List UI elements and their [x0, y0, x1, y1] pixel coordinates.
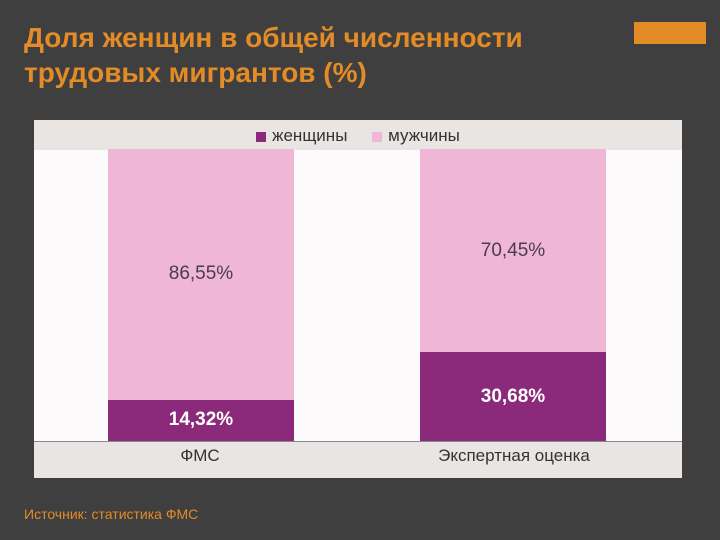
source-label: Источник: статистика ФМС	[24, 506, 198, 522]
x-label-1: Экспертная оценка	[384, 446, 644, 466]
bar-value-men-1: 70,45%	[481, 240, 545, 262]
bar-column-1: 70,45% 30,68%	[420, 149, 606, 441]
legend-label-women: женщины	[272, 126, 347, 145]
chart-legend: женщины мужчины	[34, 120, 682, 150]
legend-item-women: женщины	[256, 126, 347, 146]
bar-segment-men-1: 70,45%	[420, 149, 606, 352]
bar-segment-men-0: 86,55%	[108, 149, 294, 400]
legend-swatch-women	[256, 132, 266, 142]
legend-label-men: мужчины	[388, 126, 460, 145]
chart-x-axis: ФМС Экспертная оценка	[34, 442, 682, 470]
bar-column-0: 86,55% 14,32%	[108, 149, 294, 441]
bar-segment-women-1: 30,68%	[420, 352, 606, 441]
chart-panel: женщины мужчины 86,55% 14,32% 70,45% 30,…	[34, 120, 682, 478]
legend-swatch-men	[372, 132, 382, 142]
slide-title: Доля женщин в общей численности трудовых…	[24, 20, 610, 90]
bar-value-women-1: 30,68%	[481, 386, 545, 408]
bar-segment-women-0: 14,32%	[108, 400, 294, 441]
slide: Доля женщин в общей численности трудовых…	[0, 0, 720, 540]
x-label-0: ФМС	[70, 446, 330, 466]
accent-block	[634, 22, 706, 44]
bar-value-men-0: 86,55%	[169, 263, 233, 285]
bar-value-women-0: 14,32%	[169, 409, 233, 431]
chart-plot-area: 86,55% 14,32% 70,45% 30,68%	[34, 150, 682, 442]
legend-item-men: мужчины	[372, 126, 460, 146]
